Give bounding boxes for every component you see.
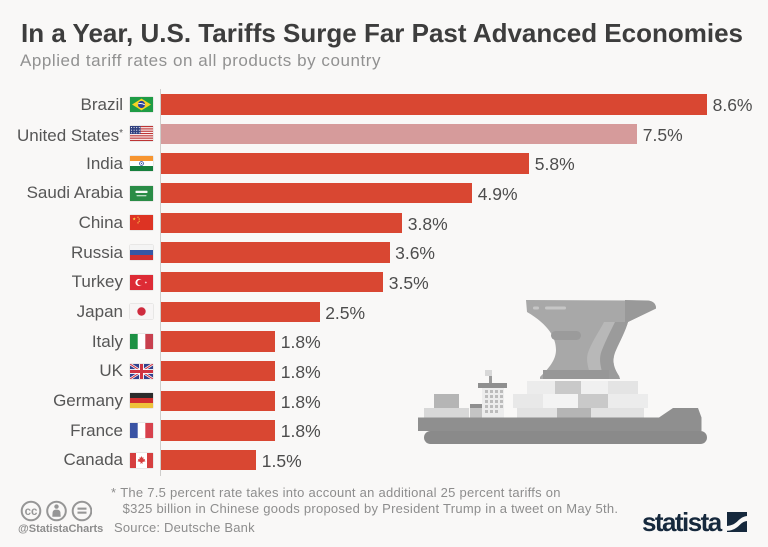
- svg-text:cc: cc: [25, 506, 38, 518]
